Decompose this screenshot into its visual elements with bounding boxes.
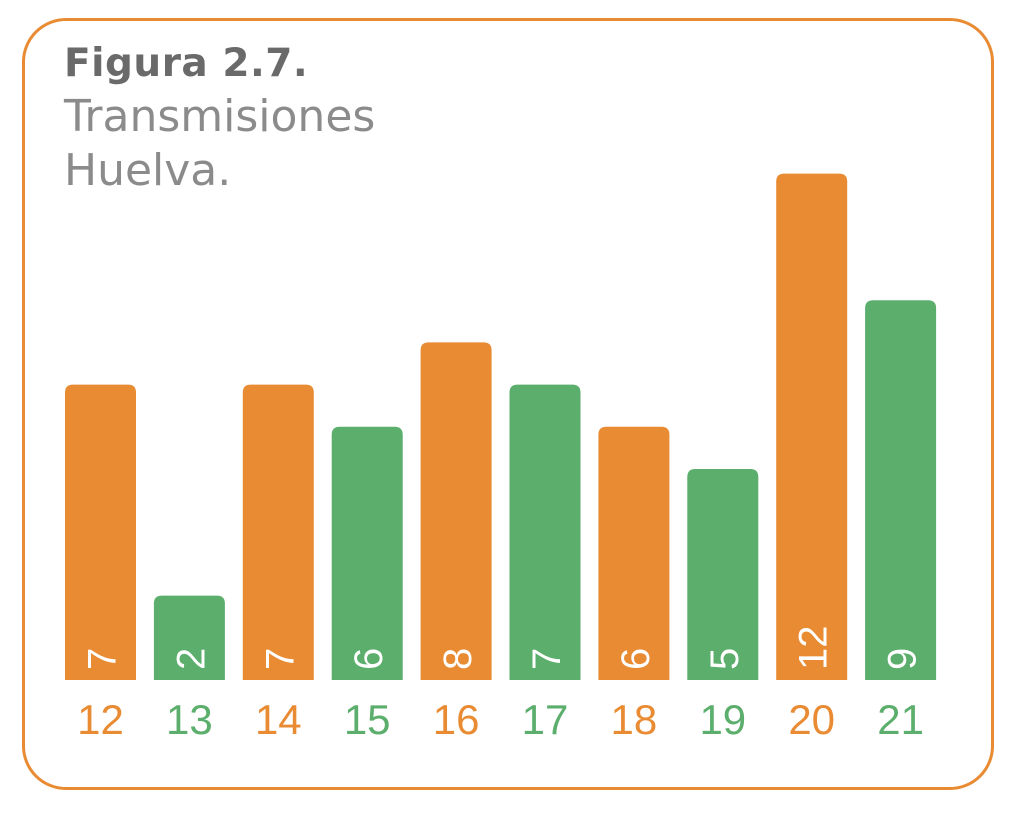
bar-12	[65, 384, 136, 680]
x-tick-label: 13	[166, 696, 213, 743]
bar-value-label: 9	[881, 648, 925, 670]
x-tick-label: 12	[77, 696, 124, 743]
bar-15	[331, 426, 403, 680]
x-tick-label: 16	[433, 696, 480, 743]
bar-value-label: 7	[258, 648, 302, 670]
x-tick-label: 18	[611, 696, 658, 743]
figure-title-block: Figura 2.7. Transmisiones Huelva.	[64, 38, 375, 198]
bar-value-label: 12	[792, 626, 836, 671]
bar-18	[598, 426, 670, 680]
bar-16	[420, 342, 492, 680]
bar-value-label: 5	[703, 648, 747, 670]
bar-value-label: 8	[436, 648, 480, 670]
figure-title-line-1: Transmisiones	[64, 91, 376, 142]
bar-14	[242, 384, 314, 680]
bar-value-label: 2	[169, 648, 213, 670]
figure-title-line-2: Huelva.	[64, 145, 232, 196]
x-tick-label: 20	[788, 696, 835, 743]
x-tick-label: 17	[522, 696, 569, 743]
figure-label: Figura 2.7.	[64, 41, 309, 86]
bar-20	[776, 173, 848, 680]
figure-frame	[22, 18, 994, 790]
figure-title: Transmisiones Huelva.	[64, 90, 375, 198]
bar-value-label: 7	[81, 648, 125, 670]
bar-17	[509, 384, 581, 680]
bar-13	[153, 595, 225, 680]
x-tick-label: 19	[699, 696, 746, 743]
x-tick-label: 15	[344, 696, 391, 743]
bar-19	[687, 469, 759, 680]
x-tick-label: 14	[255, 696, 302, 743]
bar-21	[865, 300, 937, 680]
bar-value-label: 6	[347, 648, 391, 670]
bar-value-label: 6	[614, 648, 658, 670]
bar-value-label: 7	[525, 648, 569, 670]
x-tick-label: 21	[877, 696, 924, 743]
